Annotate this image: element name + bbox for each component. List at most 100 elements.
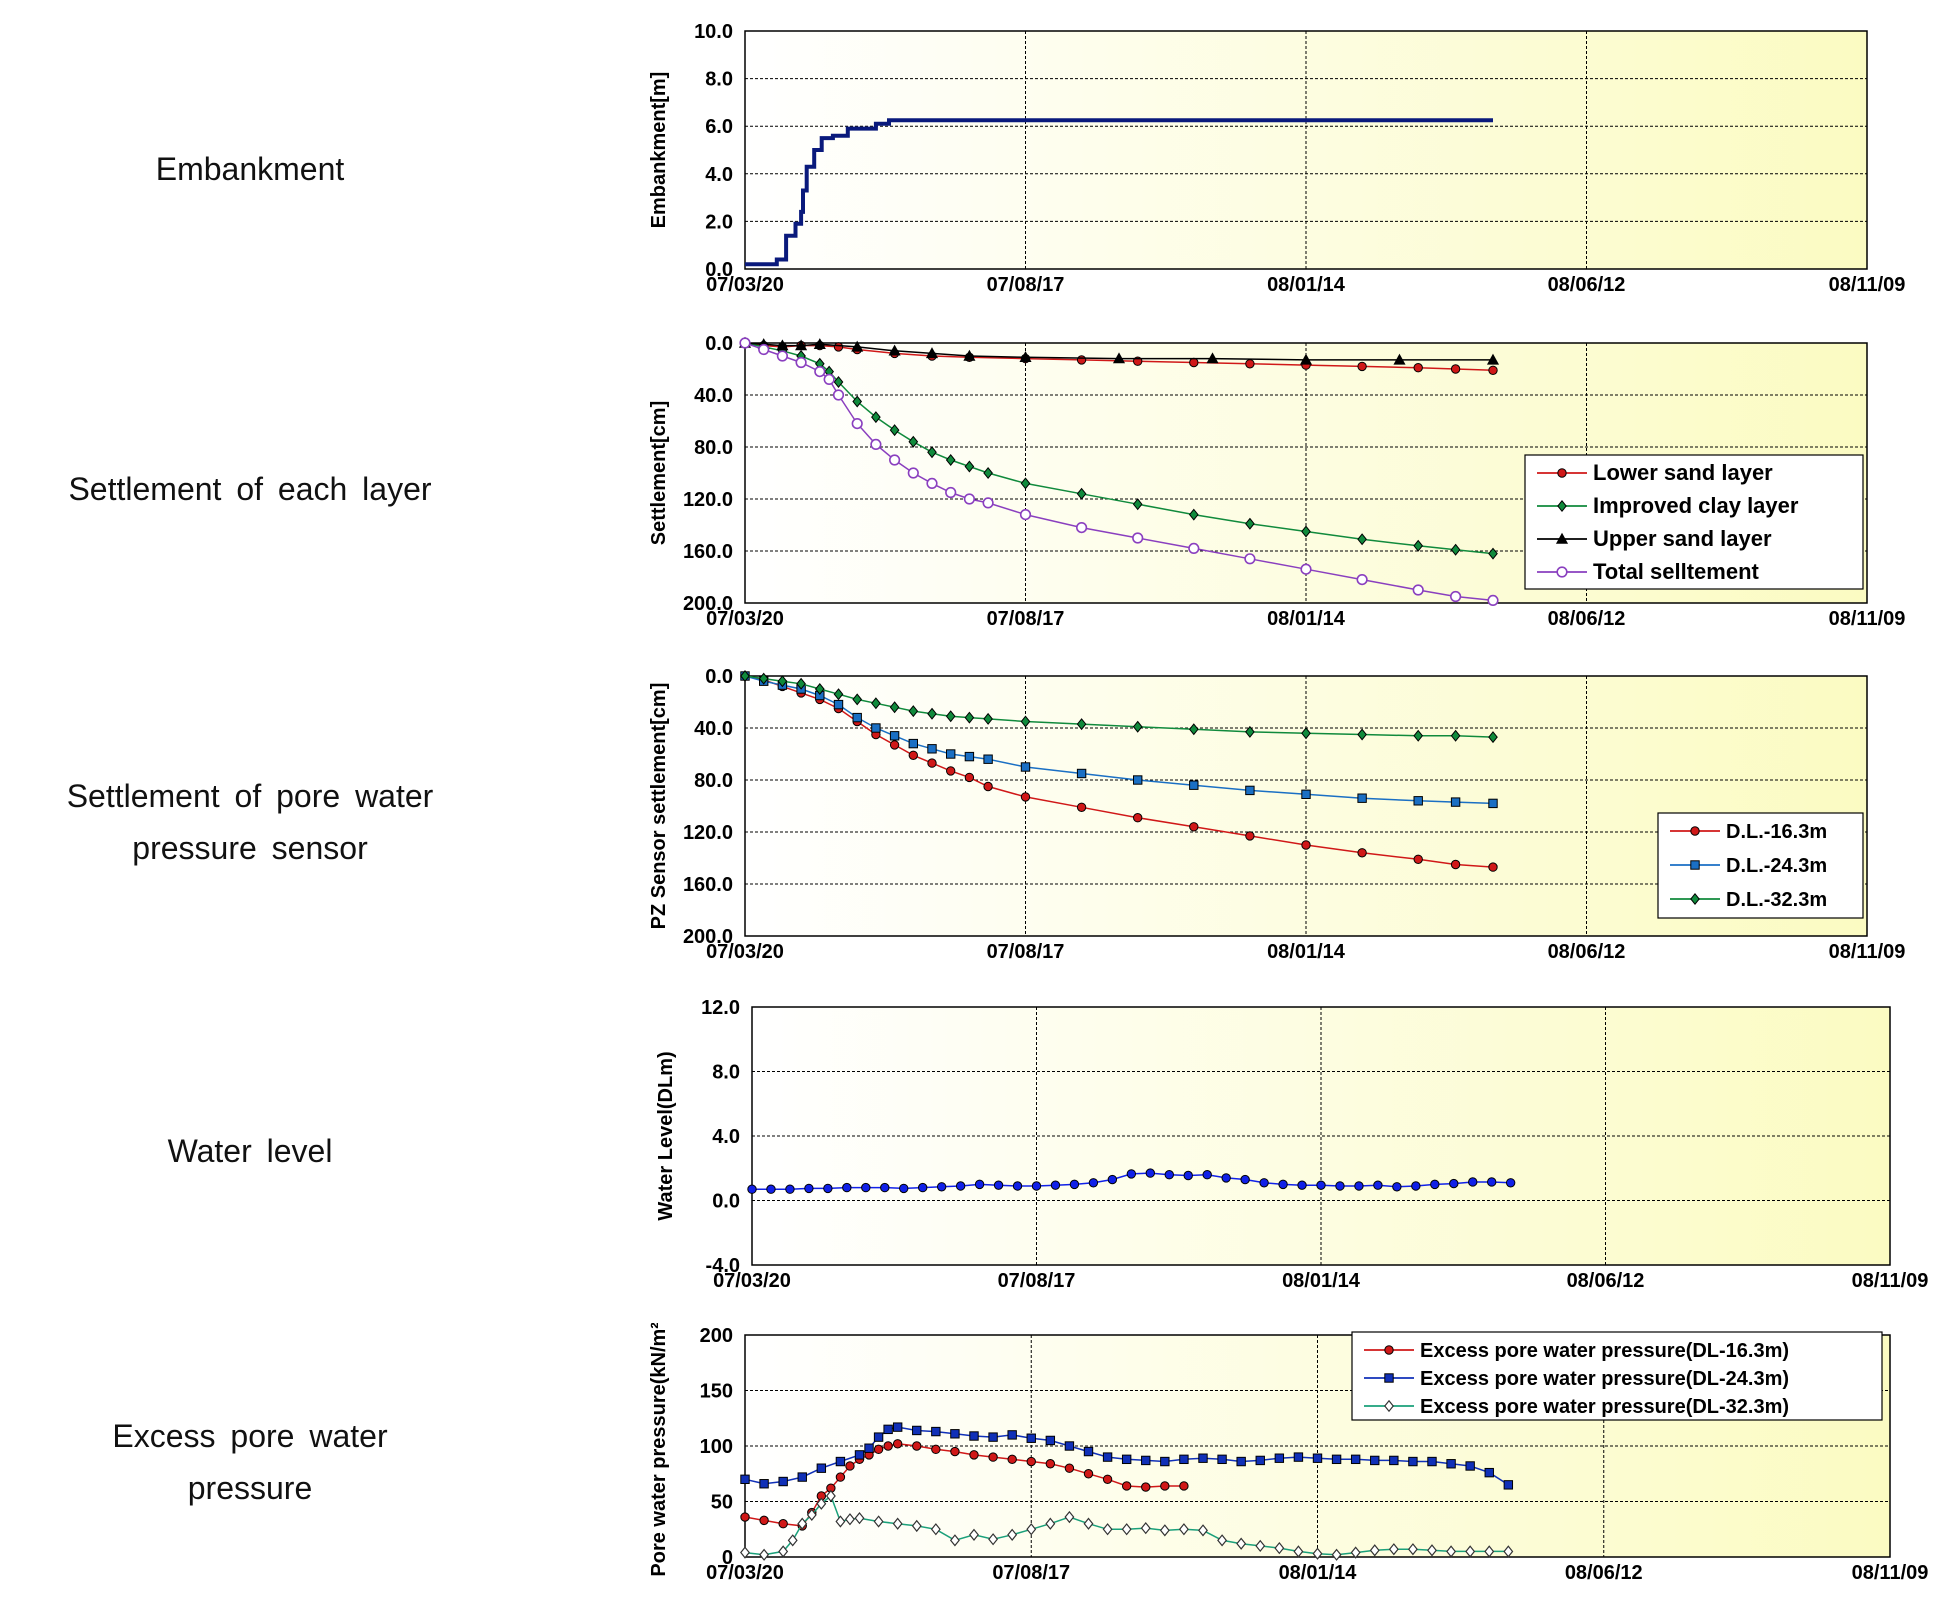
x-tick-label: 08/11/09 — [1829, 941, 1906, 963]
data-point — [1389, 1455, 1399, 1466]
data-point — [1301, 525, 1311, 538]
data-point — [1069, 1179, 1080, 1190]
data-point — [1133, 775, 1143, 785]
data-point — [907, 467, 919, 479]
data-point — [833, 342, 844, 352]
data-point — [983, 781, 993, 792]
data-point — [1026, 1523, 1037, 1536]
data-point — [871, 723, 881, 733]
y-axis-label: Embankment[m] — [648, 72, 670, 229]
data-point — [759, 1515, 769, 1526]
data-point — [1076, 718, 1087, 731]
data-point — [908, 738, 919, 749]
data-point — [796, 677, 806, 690]
x-tick-label: 07/03/20 — [706, 1562, 784, 1584]
data-point — [1026, 1456, 1036, 1467]
data-point — [1121, 1481, 1132, 1491]
data-point — [835, 1472, 846, 1482]
data-point — [1141, 1482, 1151, 1492]
y-tick-label: 4.0 — [712, 1126, 740, 1148]
y-tick-label: 80.0 — [694, 770, 733, 792]
y-tick-label: 200.0 — [683, 593, 733, 615]
data-point — [776, 339, 789, 351]
data-point — [1488, 731, 1498, 744]
data-point — [1132, 498, 1143, 511]
series-1 — [747, 1168, 1516, 1194]
row-label-water-level: Water level — [167, 1133, 333, 1169]
data-point — [926, 477, 938, 489]
data-point — [804, 1183, 814, 1194]
data-point — [1301, 727, 1311, 740]
data-point — [1450, 364, 1461, 374]
pz-sensor-settlement-chart: 0.0 40.0 80.0 120.0 160.0 200.007/03/20 07/08/… — [648, 666, 1906, 963]
data-point — [758, 343, 770, 356]
data-point — [982, 497, 994, 509]
legend-label: D.L.-24.3m — [1726, 855, 1827, 877]
data-point — [1413, 539, 1424, 552]
legend: D.L.-16.3m D.L.-24.3m D.L.-32.3m — [1657, 812, 1864, 919]
data-point — [1020, 715, 1031, 728]
data-point — [1407, 1543, 1418, 1556]
data-point — [964, 772, 975, 783]
data-point — [1335, 1181, 1345, 1191]
data-point — [889, 701, 900, 714]
legend-marker — [1384, 1345, 1394, 1355]
y-tick-label: 6.0 — [705, 116, 733, 138]
y-tick-label: 0.0 — [712, 1191, 740, 1213]
data-point — [871, 411, 881, 424]
settlement-each-layer-chart: 0.0 40.0 80.0 120.0 160.0 200.007/03/20 07/08/… — [648, 333, 1905, 630]
data-point — [1064, 1463, 1075, 1473]
data-point — [833, 688, 844, 701]
data-point — [1245, 359, 1255, 369]
data-point — [883, 1424, 893, 1435]
data-point — [1357, 793, 1367, 803]
x-tick-label: 08/01/14 — [1279, 1562, 1358, 1584]
x-tick-label: 07/03/20 — [706, 608, 784, 630]
data-point — [1217, 1454, 1227, 1465]
data-point — [950, 1429, 960, 1439]
legend-marker — [1690, 893, 1700, 905]
data-point — [930, 1523, 941, 1536]
data-point — [949, 1534, 960, 1547]
data-point — [1179, 1481, 1189, 1491]
data-point — [912, 1441, 922, 1451]
data-point — [776, 350, 788, 362]
data-point — [816, 1497, 827, 1510]
data-point — [1121, 1454, 1132, 1465]
legend-box — [1351, 1331, 1883, 1421]
data-point — [1503, 1545, 1514, 1558]
data-point — [1488, 547, 1498, 560]
y-tick-label: 150 — [700, 1381, 733, 1403]
data-point — [747, 1184, 757, 1194]
legend-label: Lower sand layer — [1593, 460, 1773, 485]
data-point — [969, 1450, 979, 1460]
data-point — [873, 1515, 884, 1528]
series-3 — [740, 1489, 1514, 1561]
data-point — [1217, 1534, 1228, 1547]
series-1 — [745, 118, 1493, 267]
legend-box — [1524, 454, 1864, 590]
data-point — [1076, 487, 1087, 500]
series-2 — [740, 1422, 1514, 1490]
data-point — [1178, 1523, 1189, 1536]
data-point — [1019, 351, 1032, 362]
x-tick-label: 08/11/09 — [1852, 1270, 1929, 1292]
legend: Excess pore water pressure(DL-16.3m) Exce… — [1351, 1331, 1883, 1421]
data-point — [758, 672, 769, 685]
data-point — [1393, 353, 1406, 365]
data-point — [1145, 1168, 1155, 1178]
data-point — [925, 347, 939, 359]
data-point — [832, 389, 845, 401]
row-label-excess-pore-pressure: Excess pore water pressure — [112, 1418, 388, 1506]
data-point — [1413, 363, 1423, 373]
data-point — [964, 460, 975, 473]
data-point — [889, 424, 900, 437]
data-point — [1121, 1523, 1132, 1536]
data-point — [825, 1489, 836, 1503]
data-point — [912, 1425, 922, 1436]
data-point — [969, 1431, 979, 1441]
legend-marker — [1555, 532, 1569, 544]
data-point — [1357, 848, 1367, 858]
data-point — [1331, 1548, 1342, 1561]
data-point — [1255, 1455, 1265, 1466]
